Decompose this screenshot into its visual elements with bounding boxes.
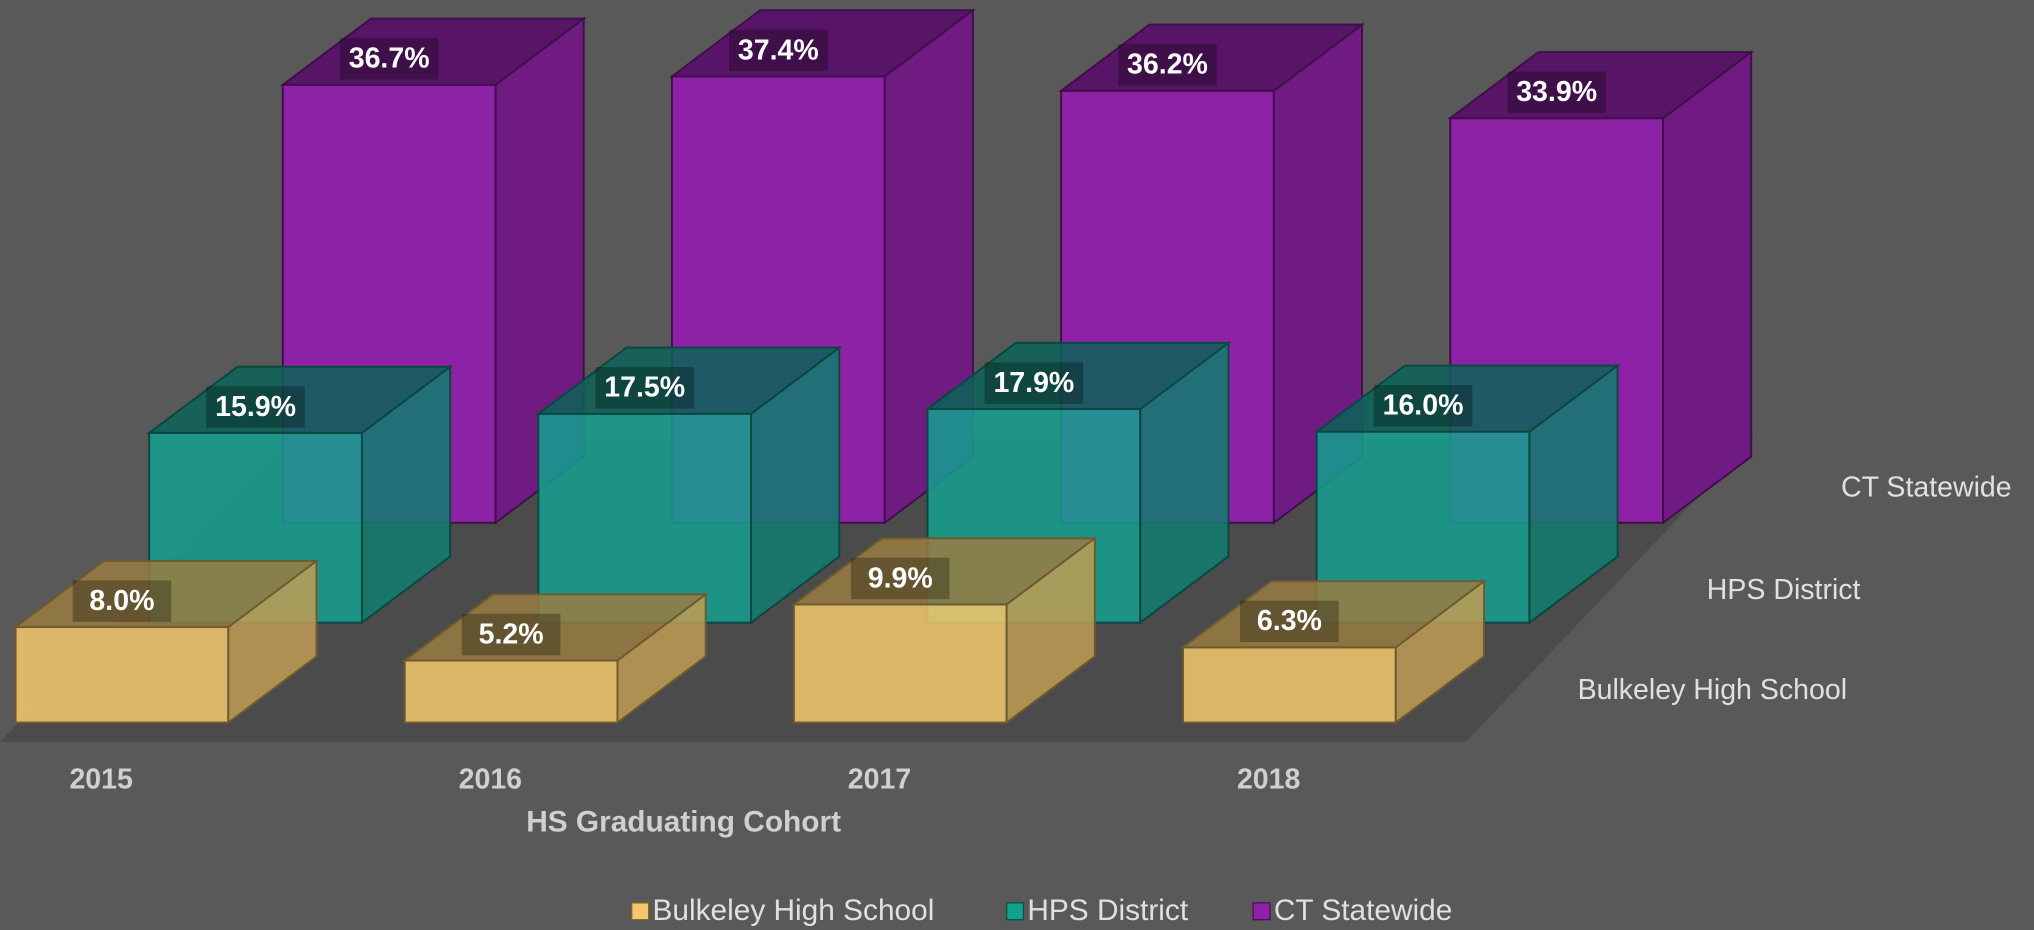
data-label: 6.3% <box>1257 605 1322 637</box>
bar-top <box>790 537 1098 606</box>
data-label-box <box>1507 71 1606 114</box>
series-axis-label: HPS District <box>1707 574 1861 606</box>
data-label: 36.7% <box>349 43 430 75</box>
data-label: 37.4% <box>738 34 819 66</box>
series-axis-label: Bulkeley High School <box>1578 674 1847 706</box>
bar <box>537 412 753 624</box>
data-label: 33.9% <box>1516 76 1597 108</box>
bar-top <box>669 9 976 78</box>
legend-label: Bulkeley High School <box>652 894 934 927</box>
x-tick-label: 2016 <box>459 763 522 795</box>
data-label: 17.9% <box>993 367 1074 399</box>
bar <box>14 626 230 724</box>
x-tick-label: 2015 <box>69 763 133 795</box>
legend-label: CT Statewide <box>1274 894 1453 927</box>
data-label: 17.5% <box>604 372 685 404</box>
series-axis-label: CT Statewide <box>1841 472 2012 504</box>
legend-swatch <box>1252 902 1271 921</box>
data-label-box <box>1240 600 1339 643</box>
data-label-box <box>339 38 439 80</box>
data-label: 15.9% <box>215 391 296 423</box>
data-label: 16.0% <box>1383 390 1464 422</box>
bar-top <box>1058 23 1365 92</box>
data-label-box <box>729 29 828 72</box>
x-tick-label: 2017 <box>848 763 911 795</box>
bar-top <box>12 559 320 629</box>
bar-top <box>535 346 843 415</box>
bar <box>792 603 1008 724</box>
bar-side <box>1662 50 1753 525</box>
legend-swatch <box>631 902 650 921</box>
bar <box>1182 646 1397 724</box>
data-label-box <box>850 557 950 600</box>
data-label: 8.0% <box>89 585 154 617</box>
bar-top <box>146 365 454 434</box>
data-label-box <box>1118 44 1217 86</box>
data-label-box <box>461 613 561 656</box>
data-label-box <box>1373 385 1473 427</box>
data-label-box <box>984 362 1084 404</box>
x-axis-title: HS Graduating Cohort <box>526 806 841 839</box>
data-label-box <box>72 580 172 622</box>
bar <box>403 659 619 724</box>
data-label: 36.2% <box>1127 49 1208 81</box>
data-label: 5.2% <box>479 618 544 650</box>
bar-top <box>1447 51 1755 120</box>
bar-top <box>1313 364 1621 433</box>
data-label-box <box>206 386 305 428</box>
x-tick-label: 2018 <box>1237 763 1300 795</box>
data-label: 9.9% <box>868 562 933 594</box>
bar-top <box>401 593 709 662</box>
bar-top <box>924 341 1232 411</box>
bar-top <box>279 17 587 86</box>
data-label-box <box>595 367 695 409</box>
plot: HS Graduating Cohort 2015 2016 2017 2018 Bul… <box>0 8 2012 927</box>
legend-swatch <box>1005 902 1025 921</box>
legend-label: HPS District <box>1027 894 1188 927</box>
bar-top <box>1180 580 1487 649</box>
